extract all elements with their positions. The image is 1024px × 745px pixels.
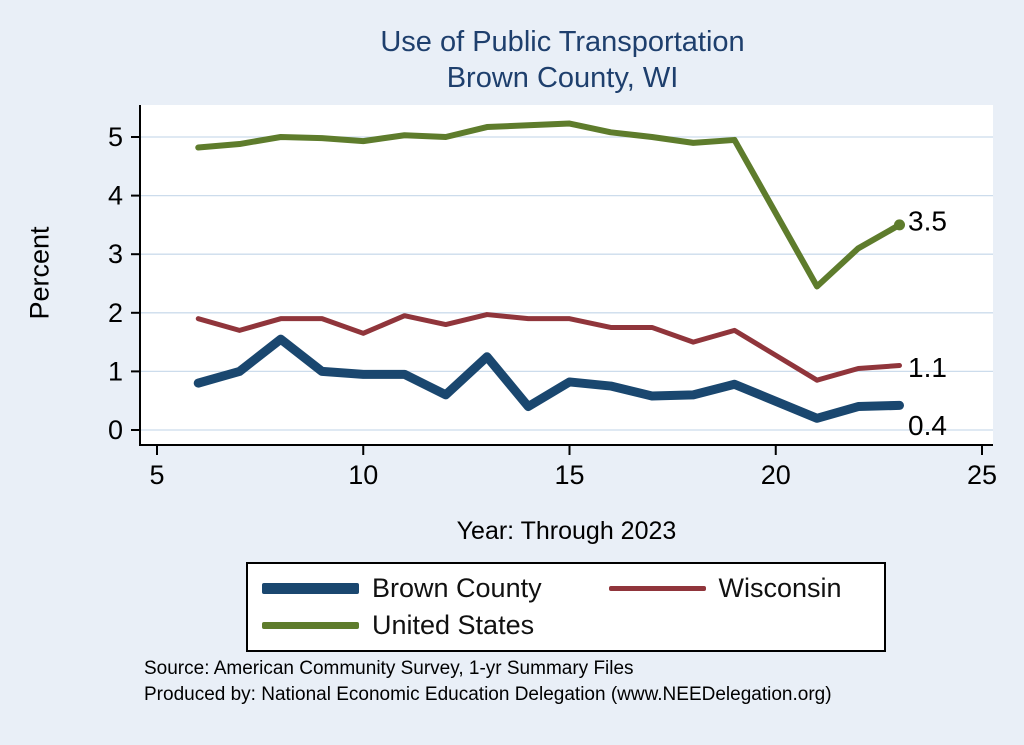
end-label-united-states: 3.5 [908, 205, 947, 236]
x-axis-label: Year: Through 2023 [456, 517, 677, 545]
chart-title-line2: Brown County, WI [446, 62, 679, 94]
y-tick-label-2: 2 [108, 298, 123, 328]
united-states-endpoint-marker [894, 219, 905, 231]
source-notes: Source: American Community Survey, 1-yr … [144, 656, 832, 708]
x-tick-label-20: 20 [761, 460, 791, 490]
end-label-brown-county: 0.4 [908, 410, 947, 441]
x-tick-label-25: 25 [967, 460, 997, 490]
source-note-line2: Produced by: National Economic Education… [144, 684, 832, 705]
y-tick-label-3: 3 [108, 239, 123, 269]
line-brown-county [193, 334, 904, 423]
legend: Brown County Wisconsin United States [246, 562, 886, 652]
x-tick-label-15: 15 [554, 460, 584, 490]
legend-item-united-states: United States [262, 610, 609, 641]
legend-item-wisconsin: Wisconsin [608, 573, 870, 604]
line-united-states [195, 120, 903, 290]
x-tick-label-5: 5 [149, 460, 164, 490]
y-tick-label-1: 1 [108, 356, 123, 386]
y-tick-label-5: 5 [108, 122, 123, 152]
legend-swatch-wisconsin [608, 586, 706, 592]
y-tick-label-0: 0 [108, 415, 123, 445]
legend-label: United States [372, 609, 535, 640]
end-label-wisconsin: 1.1 [908, 352, 947, 383]
legend-swatch-united-states [262, 621, 359, 629]
legend-label: Wisconsin [718, 573, 842, 604]
source-note-line1: Source: American Community Survey, 1-yr … [144, 658, 634, 679]
y-tick-label-4: 4 [108, 181, 123, 211]
x-tick-label-10: 10 [348, 460, 378, 490]
legend-item-brown-county: Brown County [262, 573, 609, 604]
line-wisconsin [195, 312, 902, 383]
legend-label: Brown County [372, 573, 542, 604]
chart-title-line1: Use of Public Transportation [380, 26, 745, 58]
plot-background [140, 105, 993, 445]
chart-title: Use of Public Transportation Brown Count… [110, 24, 1015, 96]
legend-swatch-brown-county [262, 583, 359, 595]
